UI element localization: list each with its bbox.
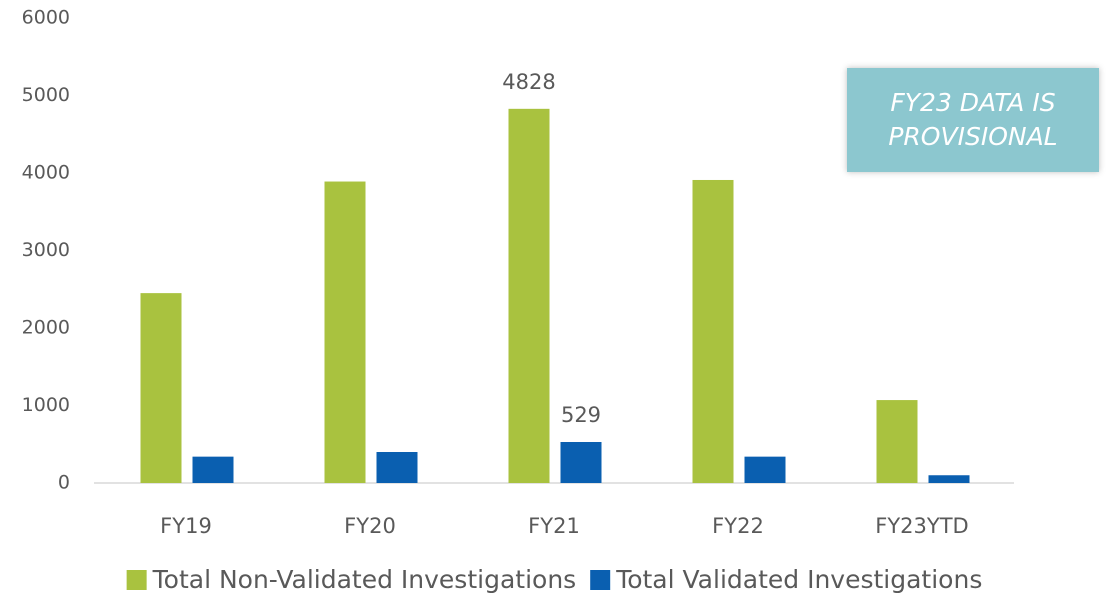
y-tick-label: 3000 xyxy=(22,239,70,261)
bar xyxy=(508,108,550,483)
legend-label: Total Non-Validated Investigations xyxy=(152,565,577,594)
bar xyxy=(376,452,418,483)
bar xyxy=(928,475,970,483)
bar xyxy=(876,400,918,483)
x-tick-label: FY22 xyxy=(712,514,764,538)
x-tick-label: FY20 xyxy=(344,514,396,538)
data-label: 4828 xyxy=(502,70,555,94)
y-tick-label: 2000 xyxy=(22,317,70,339)
legend-swatch xyxy=(126,570,147,590)
bar xyxy=(560,442,602,483)
bar xyxy=(192,456,234,483)
bar xyxy=(744,456,786,483)
legend-swatch xyxy=(590,570,611,590)
y-tick-label: 5000 xyxy=(22,84,70,106)
legend-label: Total Validated Investigations xyxy=(615,565,982,594)
bar xyxy=(692,179,734,483)
bar xyxy=(324,181,366,483)
annotation: FY23 DATA IS PROVISIONAL xyxy=(847,68,1099,172)
y-tick-label: 4000 xyxy=(22,162,70,184)
y-tick-label: 1000 xyxy=(22,394,70,416)
y-tick-label: 0 xyxy=(58,472,70,494)
x-tick-label: FY23YTD xyxy=(875,514,968,538)
data-label: 529 xyxy=(561,403,601,427)
bar xyxy=(140,293,182,483)
x-tick-label: FY21 xyxy=(528,514,580,538)
x-tick-label: FY19 xyxy=(160,514,212,538)
y-tick-label: 6000 xyxy=(22,7,70,29)
